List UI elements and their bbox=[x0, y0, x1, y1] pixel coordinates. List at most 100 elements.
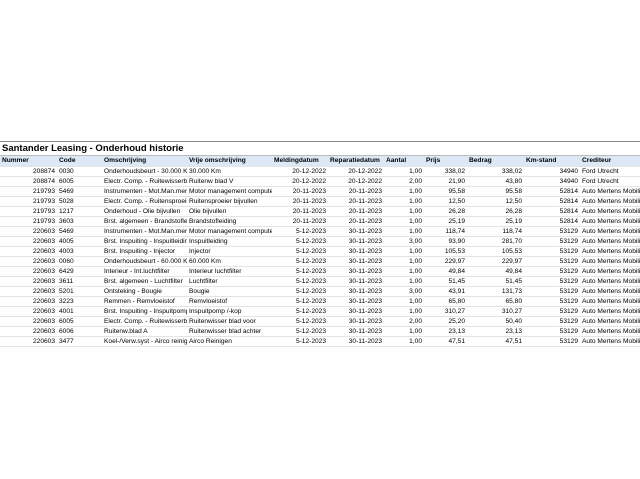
table-cell: 53129 bbox=[524, 306, 580, 317]
table-cell: 65,80 bbox=[467, 296, 524, 307]
table-cell: Auto Mertens Mobility bbox=[580, 306, 640, 317]
table-cell: 53129 bbox=[524, 226, 580, 237]
table-cell: 25,19 bbox=[424, 216, 467, 227]
table-cell: Onderhoudsbeurt - 30.000 Km bbox=[102, 166, 187, 177]
table-cell: 20-11-2023 bbox=[328, 186, 384, 197]
table-cell: Electr. Comp. - Ruitewisserblad bbox=[102, 176, 187, 187]
table-cell: 1,00 bbox=[384, 186, 424, 197]
table-cell: 43,91 bbox=[424, 286, 467, 297]
column-header: Prijs bbox=[424, 156, 467, 167]
table-row: 220603 6429 Interieur - Int.luchtfilter Int… bbox=[0, 266, 640, 277]
table-cell: 47,51 bbox=[424, 336, 467, 347]
table-cell: 5-12-2023 bbox=[272, 276, 328, 287]
table-cell: 1217 bbox=[57, 206, 102, 217]
table-cell: 1,00 bbox=[384, 216, 424, 227]
table-cell: Auto Mertens Mobility bbox=[580, 236, 640, 247]
table-cell: 1,00 bbox=[384, 206, 424, 217]
column-header: Reparatiedatum bbox=[328, 156, 384, 167]
table-cell: 208874 bbox=[0, 176, 57, 187]
table-cell: Brst. algemeen - Brandstofleidin bbox=[102, 216, 187, 227]
table-cell: 26,28 bbox=[467, 206, 524, 217]
table-cell: 220603 bbox=[0, 296, 57, 307]
column-header: Code bbox=[57, 156, 102, 167]
table-cell: Ruitenwisser blad voor bbox=[187, 316, 272, 327]
table-cell: Ford Utrecht bbox=[580, 166, 640, 177]
table-cell: Auto Mertens Mobility bbox=[580, 186, 640, 197]
table-row: 219793 5469 Instrumenten - Mot.Man.mentC Mo… bbox=[0, 186, 640, 197]
table-cell: 219793 bbox=[0, 216, 57, 227]
table-cell: 5-12-2023 bbox=[272, 306, 328, 317]
table-cell: 12,50 bbox=[467, 196, 524, 207]
table-cell: Auto Mertens Mobility bbox=[580, 336, 640, 347]
table-cell: 52814 bbox=[524, 206, 580, 217]
table-cell: Bougie bbox=[187, 286, 272, 297]
table-cell: 95,58 bbox=[467, 186, 524, 197]
table-cell: Electr. Comp. - Ruitewisserblad bbox=[102, 316, 187, 327]
table-cell: 49,84 bbox=[424, 266, 467, 277]
table-cell: 1,00 bbox=[384, 296, 424, 307]
table-cell: 5469 bbox=[57, 226, 102, 237]
table-cell: 47,51 bbox=[467, 336, 524, 347]
table-cell: 5-12-2023 bbox=[272, 256, 328, 267]
table-row: 220603 6005 Electr. Comp. - Ruitewisserbla… bbox=[0, 316, 640, 327]
table-cell: Remmen - Remvloeistof bbox=[102, 296, 187, 307]
table-cell: 34940 bbox=[524, 166, 580, 177]
table-cell: 53129 bbox=[524, 266, 580, 277]
table-cell: 5028 bbox=[57, 196, 102, 207]
table-cell: 1,00 bbox=[384, 256, 424, 267]
table-cell: 23,13 bbox=[424, 326, 467, 337]
table-row: 220603 3223 Remmen - Remvloeistof Remvloeis… bbox=[0, 296, 640, 307]
table-cell: 1,00 bbox=[384, 276, 424, 287]
table-cell: 20-12-2022 bbox=[272, 176, 328, 187]
table-cell: 5-12-2023 bbox=[272, 286, 328, 297]
table-cell: 1,00 bbox=[384, 226, 424, 237]
table-cell: Auto Mertens Mobility bbox=[580, 296, 640, 307]
table-cell: 20-11-2023 bbox=[328, 196, 384, 207]
table-cell: 52814 bbox=[524, 186, 580, 197]
table-cell: 0030 bbox=[57, 166, 102, 177]
table-cell: 229,97 bbox=[424, 256, 467, 267]
table-cell: 4003 bbox=[57, 246, 102, 257]
table-cell: Auto Mertens Mobility bbox=[580, 226, 640, 237]
table-row: 220603 6006 Ruitenw.blad A Ruitenwisser bla… bbox=[0, 326, 640, 337]
table-cell: 43,80 bbox=[467, 176, 524, 187]
table-cell: 6005 bbox=[57, 316, 102, 327]
table-cell: 93,90 bbox=[424, 236, 467, 247]
table-cell: 338,02 bbox=[424, 166, 467, 177]
table-cell: Ruitenwisser blad achter bbox=[187, 326, 272, 337]
table-cell: 219793 bbox=[0, 196, 57, 207]
table-cell: 220603 bbox=[0, 236, 57, 247]
table-cell: 6429 bbox=[57, 266, 102, 277]
table-cell: Auto Mertens Mobility bbox=[580, 326, 640, 337]
table-cell: 30-11-2023 bbox=[328, 246, 384, 257]
table-cell: 21,90 bbox=[424, 176, 467, 187]
table-cell: 1,00 bbox=[384, 306, 424, 317]
table-cell: 53129 bbox=[524, 296, 580, 307]
table-cell: 30-11-2023 bbox=[328, 336, 384, 347]
table-cell: 1,00 bbox=[384, 336, 424, 347]
table-cell: 5-12-2023 bbox=[272, 296, 328, 307]
table-cell: 53129 bbox=[524, 246, 580, 257]
table-cell: Onderhoud - Olie bijvullen bbox=[102, 206, 187, 217]
table-cell: Ontsteking - Bougie bbox=[102, 286, 187, 297]
table-cell: Brst. Inspuiting - Inspuitpomp./k bbox=[102, 306, 187, 317]
table-cell: Olie bijvullen bbox=[187, 206, 272, 217]
table-cell: 53129 bbox=[524, 336, 580, 347]
table-cell: 95,58 bbox=[424, 186, 467, 197]
table-row: 220603 0060 Onderhoudsbeurt - 60.000 Km 60.… bbox=[0, 256, 640, 267]
table-cell: 131,73 bbox=[467, 286, 524, 297]
table-cell: 53129 bbox=[524, 316, 580, 327]
table-cell: 30-11-2023 bbox=[328, 256, 384, 267]
table-cell: 220603 bbox=[0, 306, 57, 317]
table-cell: 65,80 bbox=[424, 296, 467, 307]
table-cell: 49,84 bbox=[467, 266, 524, 277]
table-cell: 5469 bbox=[57, 186, 102, 197]
table-cell: 30-11-2023 bbox=[328, 316, 384, 327]
column-header: Crediteur bbox=[580, 156, 640, 167]
table-cell: 220603 bbox=[0, 316, 57, 327]
table-cell: 1,00 bbox=[384, 246, 424, 257]
table-cell: 219793 bbox=[0, 186, 57, 197]
table-cell: 51,45 bbox=[467, 276, 524, 287]
